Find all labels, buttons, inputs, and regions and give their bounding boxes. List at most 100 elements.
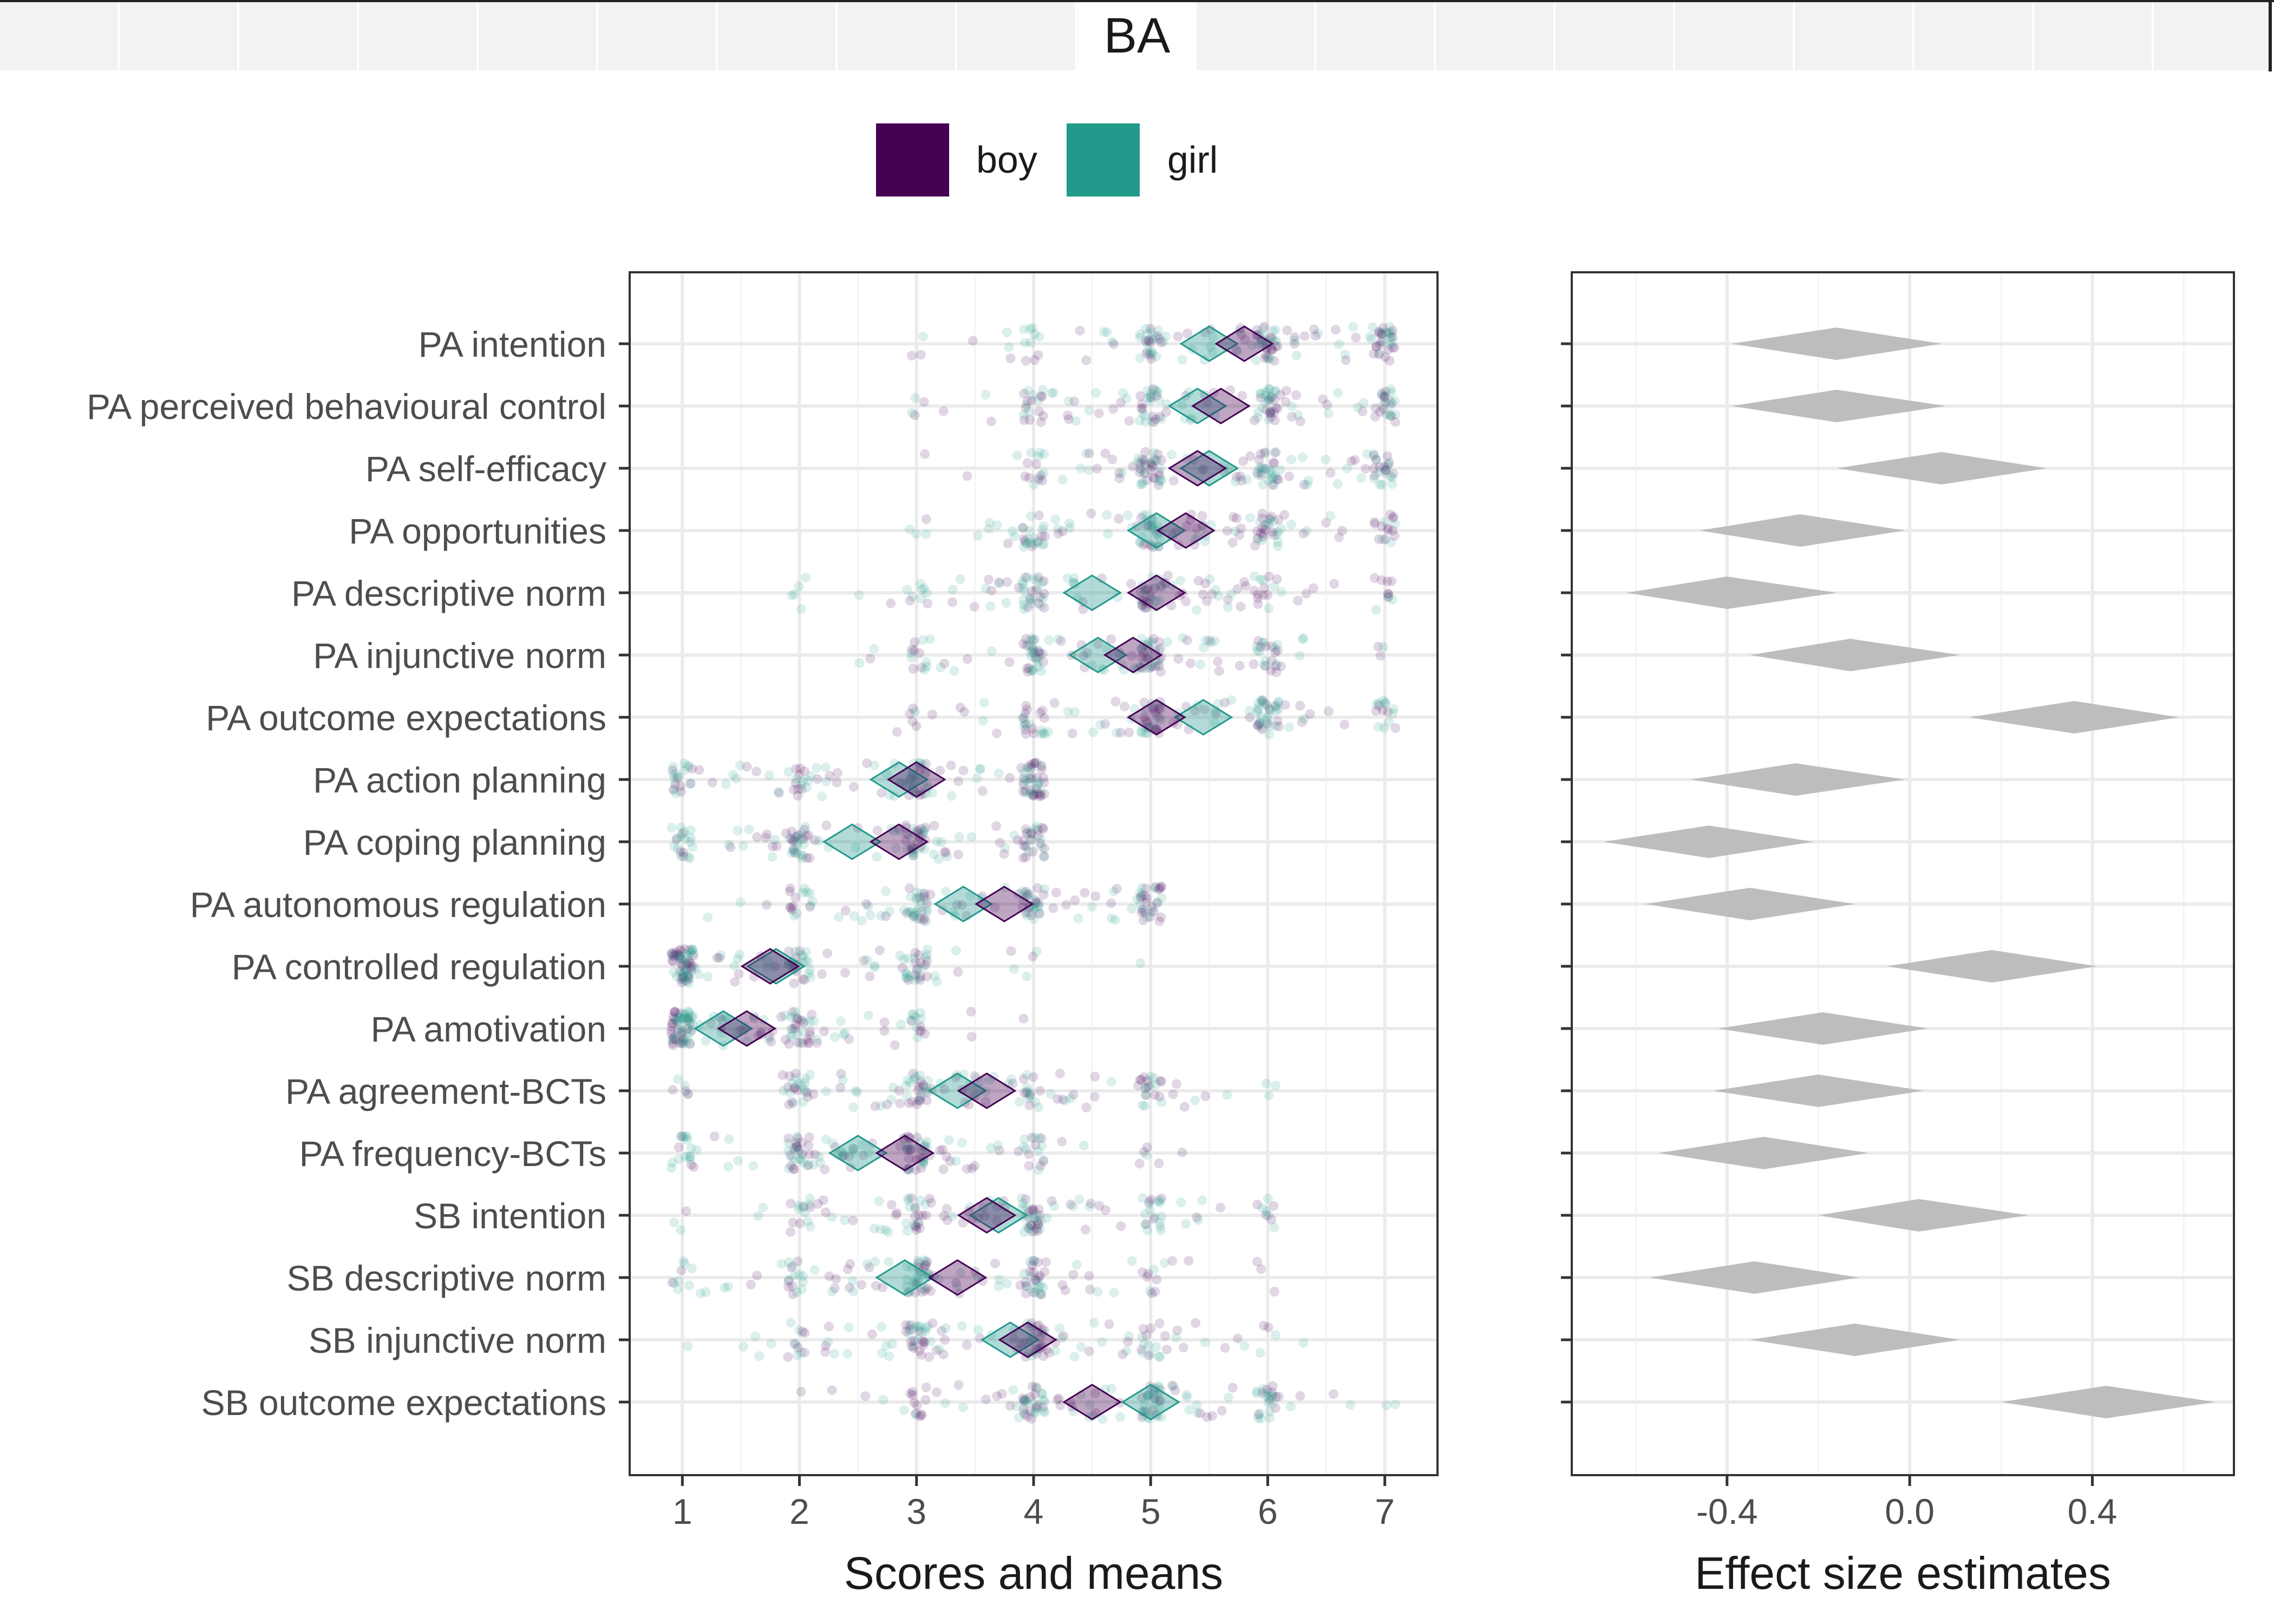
data-point-girl [1147,417,1157,427]
data-point-boy [1156,1193,1167,1203]
data-point-boy [832,777,842,788]
data-point-girl [912,907,922,917]
data-point-girl [1141,338,1152,348]
data-point-girl [817,791,827,802]
data-point-boy [1156,882,1166,892]
data-point-boy [676,1131,686,1142]
data-point-boy [1035,789,1045,800]
data-point-girl [1021,892,1031,902]
data-point-boy [1029,758,1040,768]
data-point-girl [916,898,926,908]
data-point-girl [1070,416,1081,426]
data-point-girl [1156,582,1167,593]
data-point-boy [1068,1090,1079,1100]
data-point-girl [862,1259,872,1269]
data-point-boy [1260,447,1270,457]
data-point-boy [794,770,805,780]
data-point-boy [667,955,677,965]
data-point-girl [1028,390,1038,401]
data-point-boy [1374,349,1384,359]
data-point-girl [1145,637,1155,647]
data-point-girl [1030,634,1040,645]
data-point-girl [1265,514,1276,525]
data-point-boy [1261,404,1271,415]
data-point-girl [1037,540,1048,550]
data-point-boy [922,1257,932,1267]
data-point-girl [798,1097,808,1107]
data-point-girl [793,1030,803,1040]
data-point-girl [918,331,928,342]
data-point-girl [1138,408,1148,418]
data-point-boy [913,1258,924,1268]
data-point-girl [1378,392,1389,402]
data-point-girl [1138,477,1148,487]
data-point-boy [865,971,875,981]
data-point-boy [786,1199,796,1209]
data-point-girl [1018,886,1028,896]
data-point-boy [1168,476,1179,486]
data-point-girl [1137,601,1147,612]
data-point-girl [1020,717,1030,728]
data-point-boy [942,1215,952,1226]
data-point-girl [1271,386,1281,396]
data-point-boy [870,1101,880,1111]
data-point-girl [1027,645,1037,656]
data-point-girl [1284,722,1295,732]
data-point-boy [1146,392,1156,403]
data-point-girl [909,1074,919,1084]
data-point-girl [1143,392,1153,403]
data-point-girl [1264,729,1275,739]
data-point-boy [1036,1289,1047,1300]
data-point-boy [953,1380,964,1390]
data-point-girl [1253,698,1263,709]
data-point-boy [1155,704,1165,714]
data-point-girl [1160,578,1170,588]
data-point-boy [1021,700,1031,711]
data-point-boy [793,784,803,794]
data-point-girl [1256,389,1266,399]
data-point-boy [1253,636,1264,646]
data-point-boy [1263,718,1273,729]
data-point-boy [805,853,815,863]
data-point-boy [1252,593,1263,603]
data-point-girl [1256,695,1266,705]
data-point-boy [678,847,689,857]
data-point-boy [1040,843,1050,854]
data-point-boy [1284,471,1295,481]
data-point-girl [791,774,801,784]
data-point-girl [1034,472,1044,482]
data-point-girl [1036,787,1046,797]
data-point-girl [870,960,880,971]
data-point-boy [1148,384,1158,394]
data-point-boy [787,1281,798,1291]
data-point-boy [1309,324,1319,335]
data-point-girl [785,1088,795,1098]
data-point-boy [1060,1285,1070,1295]
data-point-boy [1266,1215,1277,1225]
data-point-girl [1034,395,1044,405]
data-point-boy [1021,1281,1031,1292]
data-point-boy [1033,883,1043,893]
data-point-boy [1089,1092,1100,1102]
data-point-boy [1269,530,1279,540]
data-point-girl [1381,409,1391,420]
data-point-girl [864,1147,874,1157]
data-point-girl [1109,886,1119,896]
data-point-boy [794,946,805,957]
data-point-boy [1384,328,1395,338]
data-point-girl [1313,329,1323,339]
data-point-boy [1265,408,1275,418]
data-point-girl [1257,697,1267,707]
data-point-boy [1008,1078,1018,1089]
data-point-girl [671,788,681,798]
data-point-girl [1348,322,1358,332]
data-point-boy [739,1025,749,1036]
data-point-girl [840,1215,850,1226]
data-point-boy [1295,416,1305,427]
data-point-boy [1033,1257,1043,1267]
data-point-girl [1267,1398,1278,1409]
data-point-girl [1263,1210,1273,1220]
data-point-girl [1026,651,1036,662]
data-point-girl [754,1351,764,1361]
data-point-girl [1034,653,1044,663]
